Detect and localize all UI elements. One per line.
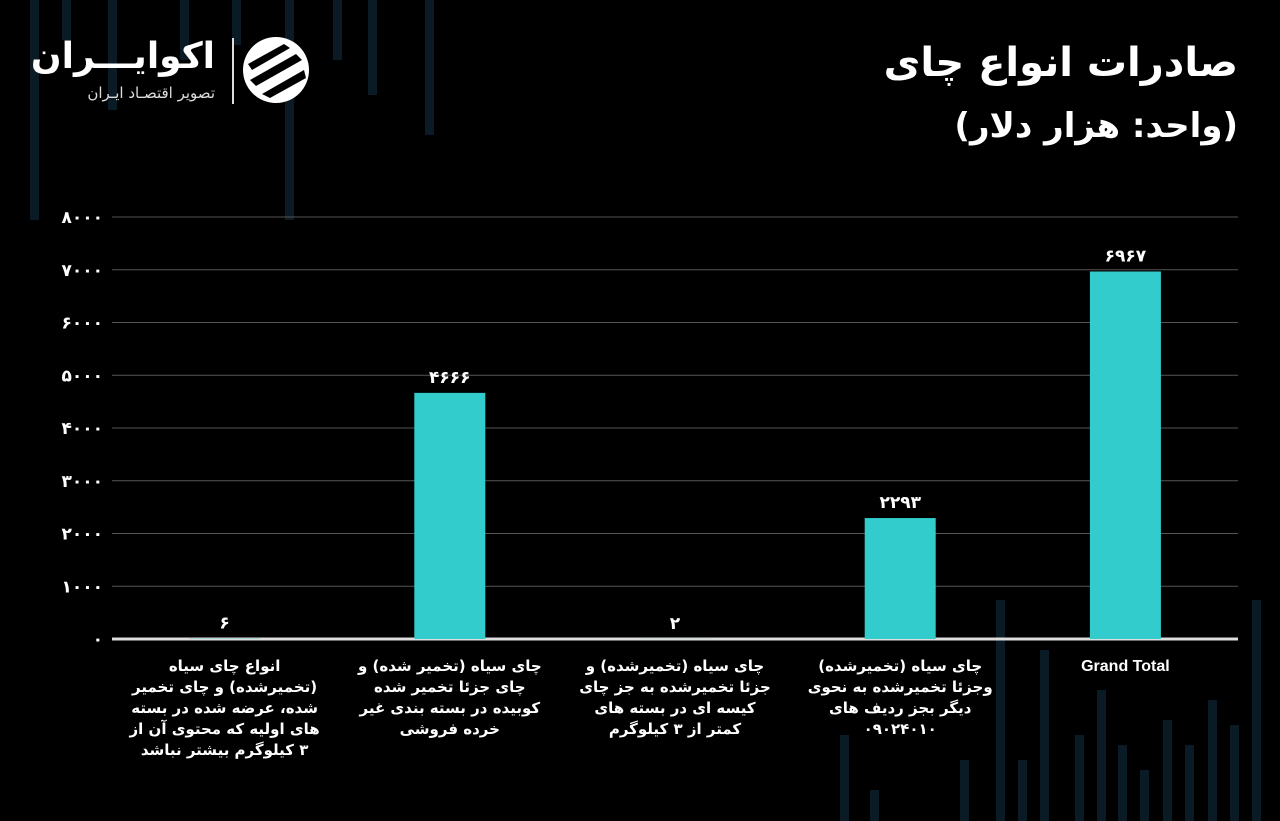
decorative-candle <box>840 735 849 821</box>
decorative-candle <box>108 0 117 110</box>
decorative-candle <box>1018 760 1027 821</box>
decorative-candle <box>1097 690 1106 821</box>
brand-logo: اکوایـــران تصویر اقتصـاد ایـران <box>30 32 310 112</box>
bar-value-label: ۶۹۶۷ <box>1105 246 1147 266</box>
bar <box>1089 271 1161 639</box>
decorative-candle <box>62 0 71 40</box>
decorative-candle <box>232 0 241 45</box>
bar-value-label: ۶ <box>219 614 229 634</box>
x-category-label: Grand Total <box>1081 658 1170 675</box>
y-tick-label: ۳۰۰۰ <box>61 472 103 492</box>
decorative-candle <box>180 0 189 60</box>
decorative-candle <box>1252 600 1261 821</box>
bar <box>864 518 936 639</box>
decorative-candle <box>870 790 879 821</box>
decorative-candle <box>368 0 377 95</box>
y-tick-label: ۴۰۰۰ <box>61 419 103 439</box>
y-tick-label: ۸۰۰۰ <box>61 208 103 228</box>
x-category-label: انواع چای سیاه (تخمیرشده) و چای تخمیر شد… <box>129 657 320 759</box>
y-tick-label: ۱۰۰۰ <box>61 577 103 597</box>
bar-value-label: ۴۶۶۶ <box>429 368 471 388</box>
brand-logo-icon <box>243 37 309 103</box>
chart-title: صادرات انواع چای <box>883 40 1238 86</box>
bar <box>414 392 486 639</box>
logo-divider <box>232 38 234 104</box>
x-category-label: چای سیاه (تخمیر شده) و چای جزئا تخمیر شد… <box>357 657 542 738</box>
brand-name: اکوایـــران <box>30 36 215 77</box>
y-tick-label: ۶۰۰۰ <box>61 314 103 334</box>
brand-tagline: تصویر اقتصـاد ایـران <box>87 84 215 102</box>
decorative-candle <box>996 600 1005 821</box>
decorative-candle <box>1040 650 1049 821</box>
decorative-candle <box>1163 720 1172 821</box>
y-tick-label: ۷۰۰۰ <box>61 261 103 281</box>
y-tick-label: ۵۰۰۰ <box>61 366 103 386</box>
decorative-candle <box>425 0 434 135</box>
bar-value-label: ۲۲۹۳ <box>879 493 921 513</box>
decorative-candle <box>285 0 294 220</box>
decorative-candle <box>960 760 969 821</box>
y-tick-label: ۰ <box>93 630 103 650</box>
decorative-candle <box>1075 735 1084 821</box>
bar-value-label: ۲ <box>670 614 681 634</box>
x-category-label: چای سیاه (تخمیرشده) و جزئا تخمیرشده به ج… <box>579 657 771 738</box>
y-tick-label: ۲۰۰۰ <box>61 525 103 545</box>
decorative-candle <box>1140 770 1149 821</box>
decorative-candle <box>1118 745 1127 821</box>
decorative-candle <box>1185 745 1194 821</box>
decorative-candle <box>333 0 342 60</box>
x-category-label: چای سیاه (تخمیرشده) وجزئا تخمیرشده به نح… <box>807 657 993 738</box>
decorative-candle <box>1230 725 1239 821</box>
decorative-candle <box>30 0 39 220</box>
decorative-candle <box>1208 700 1217 821</box>
chart-subtitle: (واحد: هزار دلار) <box>954 106 1238 146</box>
